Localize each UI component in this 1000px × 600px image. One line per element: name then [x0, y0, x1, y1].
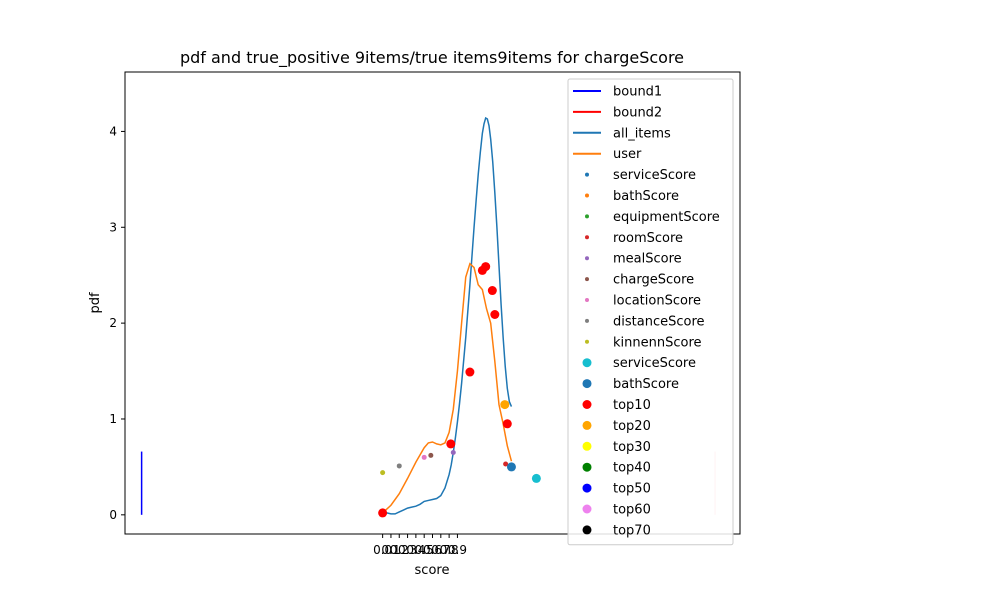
- legend-label: bound1: [613, 85, 662, 100]
- legend-label: top70: [613, 523, 651, 538]
- point-roomScore: [503, 461, 509, 467]
- legend-label: bathScore: [613, 189, 679, 204]
- legend-box: [567, 78, 734, 546]
- series-line-all_items: [382, 116, 513, 515]
- legend-label: serviceScore: [613, 356, 696, 371]
- x-axis-label: score: [415, 563, 450, 578]
- legend-label: top20: [613, 419, 651, 434]
- legend-swatch: [585, 298, 589, 302]
- legend-swatch: [582, 441, 592, 451]
- series-line-user: [382, 262, 513, 514]
- point-locationScore: [421, 454, 427, 460]
- x-tick-label: 0.6: [423, 543, 442, 557]
- y-tick-label: 4: [109, 124, 117, 138]
- x-tick-label: 0.7: [431, 543, 450, 557]
- x-tick-label: 0.3: [398, 543, 417, 557]
- legend-label: top10: [613, 398, 651, 413]
- legend-swatch: [582, 504, 592, 514]
- point-top10: [490, 310, 500, 320]
- legend-swatch: [582, 358, 592, 368]
- legend-swatch: [585, 256, 589, 261]
- legend-swatch: [582, 483, 592, 493]
- legend-swatch: [582, 525, 592, 535]
- legend-swatch: [582, 379, 592, 389]
- point-bathScore: [506, 462, 516, 472]
- point-serviceScore: [531, 473, 541, 483]
- legend-swatch: [585, 193, 589, 198]
- legend-label: top50: [613, 482, 651, 497]
- y-axis-label: pdf: [88, 292, 103, 314]
- point-distanceScore: [396, 463, 402, 469]
- x-tick-label: 0.2: [390, 543, 409, 557]
- legend-swatch: [585, 172, 589, 177]
- point-top10: [378, 508, 388, 518]
- legend-label: roomScore: [613, 231, 683, 246]
- legend-swatch: [585, 277, 589, 282]
- point-top10: [487, 286, 497, 296]
- legend-swatch: [582, 420, 592, 430]
- legend-label: distanceScore: [613, 314, 705, 329]
- x-tick-label: 0.9: [448, 543, 467, 557]
- chart-title: pdf and true_positive 9items/true items9…: [180, 48, 684, 68]
- legend-label: mealScore: [613, 252, 682, 267]
- legend-swatch: [582, 462, 592, 472]
- x-tick-label: 0.4: [406, 543, 425, 557]
- x-tick-label: 0.5: [415, 543, 434, 557]
- legend-label: equipmentScore: [613, 210, 720, 225]
- y-tick-label: 3: [109, 220, 117, 234]
- legend-label: kinnennScore: [613, 335, 702, 350]
- y-tick-label: 1: [109, 412, 117, 426]
- legend-label: serviceScore: [613, 168, 696, 183]
- plot-content: [140, 116, 716, 518]
- point-top10: [446, 439, 456, 449]
- point-mealScore: [450, 450, 456, 456]
- legend-swatch: [585, 214, 589, 219]
- legend-swatch: [585, 318, 589, 323]
- point-top10: [502, 419, 512, 429]
- legend-label: top40: [613, 461, 651, 476]
- legend-label: bound2: [613, 105, 662, 120]
- point-top20: [500, 400, 510, 410]
- legend-swatch: [582, 400, 592, 409]
- y-tick-label: 0: [109, 508, 117, 522]
- legend-label: locationScore: [613, 294, 701, 309]
- x-tick-label: 0.1: [381, 543, 400, 557]
- legend-label: top60: [613, 503, 651, 518]
- legend-label: bathScore: [613, 377, 679, 392]
- legend-label: all_items: [613, 126, 671, 141]
- legend-swatch: [585, 339, 589, 344]
- legend-label: user: [613, 147, 642, 162]
- point-kinnennScore: [380, 470, 386, 476]
- x-axis: 0.00.10.20.30.40.50.60.70.80.9: [373, 534, 467, 557]
- x-tick-label: 0.0: [373, 543, 392, 557]
- point-top10: [465, 367, 475, 377]
- x-tick-label: 0.8: [440, 543, 459, 557]
- y-tick-label: 2: [109, 316, 117, 330]
- point-chargeScore: [428, 452, 434, 458]
- legend-swatch: [585, 235, 589, 240]
- legend-label: top30: [613, 440, 651, 455]
- point-top10: [481, 262, 491, 272]
- legend-label: chargeScore: [613, 273, 694, 288]
- y-axis: 0 1 2 3 4: [109, 124, 125, 522]
